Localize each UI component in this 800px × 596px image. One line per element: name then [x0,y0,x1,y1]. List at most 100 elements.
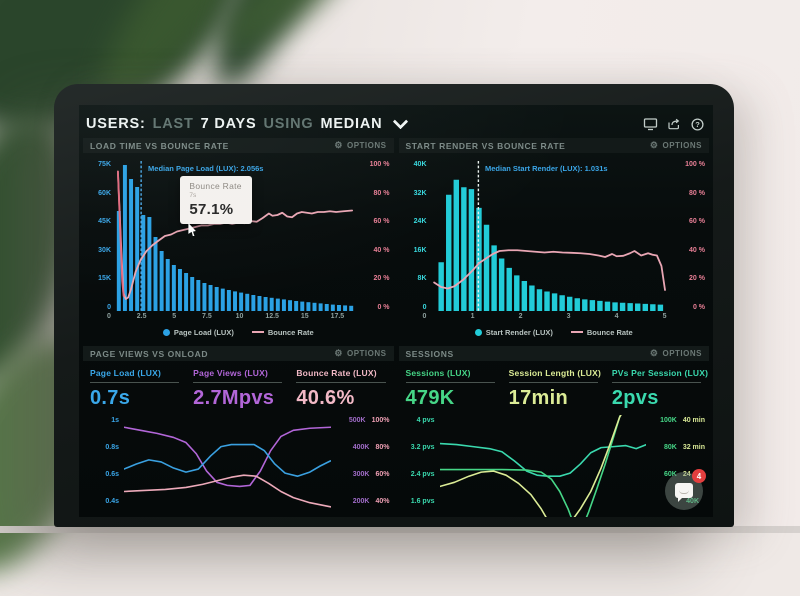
chart-legend: Start Render (LUX) Bounce Rate [399,324,710,340]
axis-tick: 20 % [689,275,705,283]
users-range-dropdown[interactable]: USERS: LAST 7 DAYS USING MEDIAN [86,113,409,132]
divider [90,382,180,383]
axis-tick: 7.5 [202,313,212,320]
histogram-bar [202,282,207,311]
chart-legend: Page Load (LUX) Bounce Rate [83,324,394,340]
chat-widget-button[interactable]: 4 [665,469,706,510]
monitor-icon[interactable] [643,117,658,131]
axis-tick: 80K 32 min [663,444,705,451]
histogram-bar [135,186,140,311]
histogram-bar [460,187,467,311]
metric-label: Session Length (LUX) [508,368,601,378]
laptop: USERS: LAST 7 DAYS USING MEDIAN ? [54,84,734,527]
metric-label: Page Views (LUX) [193,368,269,378]
bounce-rate-tooltip: Bounce Rate 7s 57.1% [180,176,252,236]
axis-tick: 12.5 [265,313,279,320]
axis-tick: 80 % [373,189,390,197]
histogram-bar [589,300,595,311]
histogram-bar [171,264,176,311]
metric-label: Bounce Rate (LUX) [296,368,377,378]
axis-tick: 500K 100% [348,417,390,424]
metric-value: 17min [508,387,568,409]
histogram-bar [324,303,329,311]
axis-tick: 60K [98,189,111,197]
divider [508,382,598,383]
start-render-plot[interactable]: Median Start Render (LUX): 1.031s [432,161,671,311]
median-annotation: Median Page Load (LUX): 2.056s [148,164,264,173]
axis-tick: 60 % [689,218,705,226]
onload-chart [124,415,331,517]
histogram-bar [177,269,182,311]
axis-tick: 40 % [689,246,705,254]
histogram-bar [445,194,451,311]
axis-tick: 300K 60% [352,471,390,478]
mouse-cursor [188,223,196,236]
axis-tick: 2 [518,313,523,320]
share-icon[interactable] [667,118,682,131]
y-axis-right: 100 % 80 % 60 % 40 % 20 % 0 % [355,161,392,311]
histogram-bar [251,294,256,311]
legend-dot-icon [474,328,482,336]
histogram-bar [288,300,293,311]
axis-tick: 40K [686,498,699,505]
x-axis: 0 2.5 5 7.5 10 12.5 15 17.5 [107,313,364,324]
histogram-bar [336,305,341,311]
legend-item: Page Load (LUX) [162,328,234,337]
axis-tick: 20 % [373,275,390,283]
y-axis-left: 75K 60K 45K 30K 15K 0 [85,161,116,311]
axis-tick: 0 [422,303,427,311]
metric-row: Page Load (LUX) 0.7s Page Views (LUX) 2.… [83,361,394,413]
help-icon[interactable]: ? [691,117,706,131]
load-time-plot[interactable]: Median Page Load (LUX): 2.056s Bounce Ra… [116,161,355,311]
metric-row: Sessions (LUX) 479K Session Length (LUX)… [399,361,710,413]
histogram-bar [574,298,580,311]
divider [296,382,386,383]
histogram-bar [269,297,274,311]
gear-icon: ⚙ [649,348,659,358]
histogram-bar [543,291,550,311]
metric-value: 0.7s [90,387,131,409]
options-button[interactable]: ⚙ OPTIONS [650,141,702,151]
options-button[interactable]: ⚙ OPTIONS [334,140,386,151]
axis-tick: 0 [107,313,111,320]
axis-tick: 1s [111,417,119,424]
chart-area: 75K 60K 45K 30K 15K 0 Median Page Load (LUX):… [83,153,394,311]
metric-page-load: Page Load (LUX) 0.7s [90,368,180,410]
sessions-plot[interactable] [440,415,647,517]
histogram-bar [190,276,195,311]
onload-plot[interactable] [124,415,331,517]
axis-tick: 3.2 pvs [410,444,435,451]
axis-tick: 5 [172,313,177,320]
svg-text:?: ? [695,120,700,129]
axis-tick: 32K [413,189,427,197]
histogram-bar [263,297,268,311]
axis-tick: 75K [98,161,111,168]
legend-item: Bounce Rate [251,328,314,337]
axis-tick: 100 % [685,161,705,168]
options-label: OPTIONS [346,349,387,358]
histogram-bar [581,299,588,311]
axis-tick: 15K [98,275,111,283]
metric-value: 40.6% [296,387,355,409]
gear-icon: ⚙ [334,140,343,150]
axis-tick: 24K [413,218,427,226]
options-button[interactable]: ⚙ OPTIONS [649,348,702,359]
y-axis-right: 100 % 80 % 60 % 40 % 20 % 0 % [670,161,707,311]
options-button[interactable]: ⚙ OPTIONS [334,349,387,359]
axis-tick: 1.6 pvs [410,498,435,505]
histogram-bar [498,258,504,311]
dashboard-header: USERS: LAST 7 DAYS USING MEDIAN ? [83,110,709,138]
axis-tick: 200K 40% [352,498,390,505]
histogram-bar [604,301,610,311]
axis-tick: 100 % [369,161,390,168]
histogram-bar [521,281,527,311]
histogram-bar [566,296,572,311]
histogram-bar [626,303,633,311]
metric-sessions: Sessions (LUX) 479K [405,368,495,410]
panel-title: PAGE VIEWS VS ONLOAD [90,348,209,359]
header-segment: USERS: [86,116,146,132]
options-label: OPTIONS [662,349,702,358]
axis-tick: 0.6s [105,471,119,478]
histogram-bar [634,303,640,311]
axis-tick: 8K [417,275,427,283]
